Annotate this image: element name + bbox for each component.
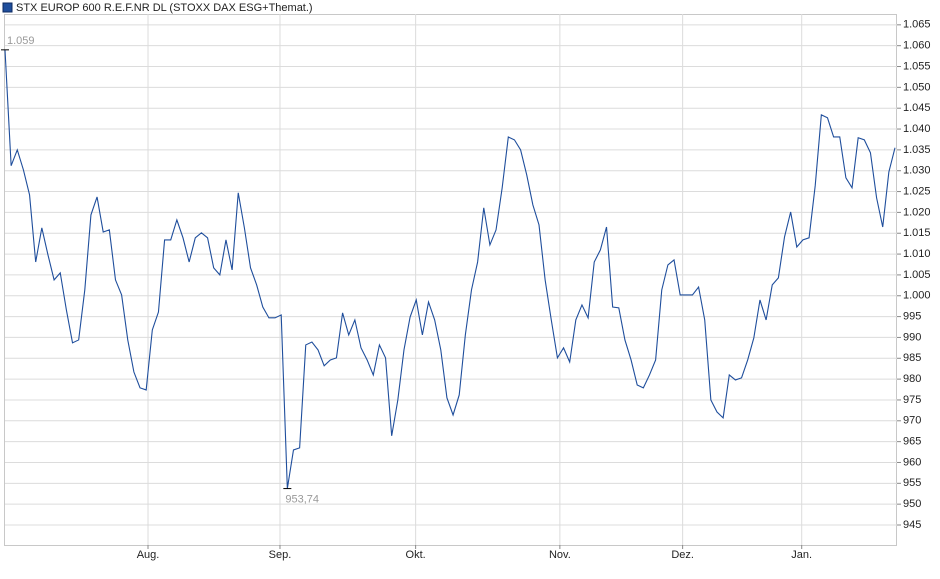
x-tick-label: Dez. xyxy=(671,549,694,561)
plot-frame xyxy=(4,14,897,546)
chart-title: STX EUROP 600 R.E.F.NR DL (STOXX DAX ESG… xyxy=(16,2,313,14)
x-tick-label: Aug. xyxy=(137,549,160,561)
y-tick-label: 1.015 xyxy=(903,227,931,239)
y-tick-label: 975 xyxy=(903,394,921,406)
y-tick-label: 955 xyxy=(903,477,921,489)
y-tick-label: 1.055 xyxy=(903,60,931,72)
y-tick-label: 1.010 xyxy=(903,248,931,260)
y-tick-label: 970 xyxy=(903,415,921,427)
x-tick-label: Okt. xyxy=(406,549,426,561)
y-tick-label: 1.005 xyxy=(903,269,931,281)
y-tick-label: 945 xyxy=(903,519,921,531)
y-tick-label: 965 xyxy=(903,436,921,448)
y-tick-label: 1.035 xyxy=(903,144,931,156)
y-tick-label: 990 xyxy=(903,331,921,343)
y-tick-label: 1.040 xyxy=(903,123,931,135)
y-tick-label: 985 xyxy=(903,352,921,364)
extreme-label: 1.059 xyxy=(7,35,35,47)
y-tick-label: 1.060 xyxy=(903,40,931,52)
y-tick-label: 950 xyxy=(903,498,921,510)
x-tick-label: Jan. xyxy=(791,549,812,561)
y-tick-label: 980 xyxy=(903,373,921,385)
price-line xyxy=(4,49,896,489)
y-tick-label: 1.020 xyxy=(903,206,931,218)
y-tick-label: 1.050 xyxy=(903,81,931,93)
x-tick-label: Sep. xyxy=(269,549,292,561)
y-tick-label: 1.030 xyxy=(903,165,931,177)
y-tick-label: 1.045 xyxy=(903,102,931,114)
extreme-label: 953,74 xyxy=(285,493,319,505)
y-tick-label: 960 xyxy=(903,456,921,468)
y-tick-label: 995 xyxy=(903,311,921,323)
legend-swatch xyxy=(2,2,13,13)
y-tick-label: 1.065 xyxy=(903,19,931,31)
y-tick-label: 1.000 xyxy=(903,290,931,302)
y-tick-label: 1.025 xyxy=(903,185,931,197)
x-tick-label: Nov. xyxy=(549,549,571,561)
